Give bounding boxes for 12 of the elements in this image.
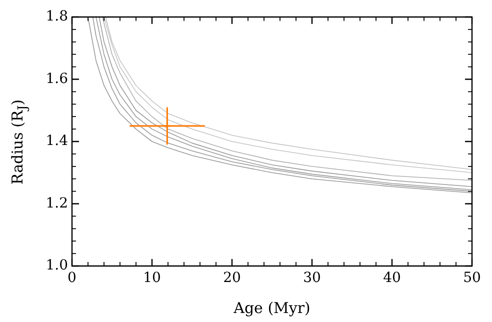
x-tick-label: 20: [223, 270, 241, 286]
y-tick-label: 1.8: [46, 8, 68, 25]
y-tick-label: 1.2: [46, 195, 68, 212]
x-axis-title: Age (Myr): [232, 298, 310, 317]
x-tick-label: 50: [463, 270, 481, 286]
x-tick-label: 0: [68, 270, 76, 286]
y-tick-label: 1.6: [46, 70, 68, 87]
x-tick-label: 10: [143, 270, 161, 286]
y-tick-label: 1.4: [46, 133, 68, 150]
x-tick-label: 30: [303, 270, 321, 286]
y-tick-label: 1.0: [46, 258, 68, 274]
x-tick-label: 40: [383, 270, 401, 286]
